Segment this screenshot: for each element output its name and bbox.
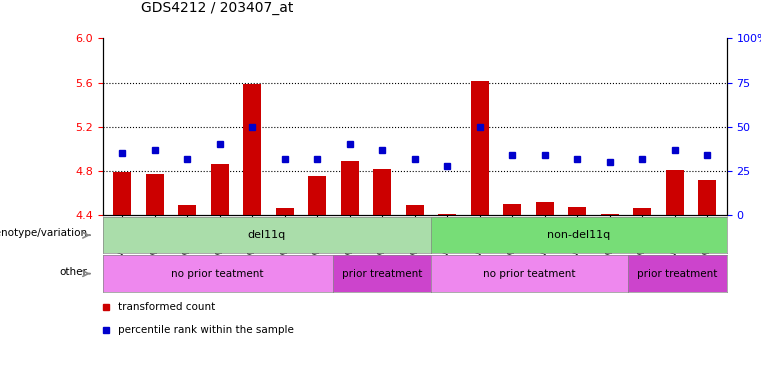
Bar	[503, 204, 521, 215]
Text: prior treatment: prior treatment	[342, 268, 422, 279]
Bar	[113, 172, 131, 215]
Text: GDS4212 / 203407_at: GDS4212 / 203407_at	[141, 2, 293, 15]
Bar	[341, 161, 358, 215]
Bar	[666, 170, 683, 215]
Text: non-del11q: non-del11q	[547, 230, 610, 240]
Bar	[633, 209, 651, 215]
Bar	[275, 209, 294, 215]
Bar	[308, 176, 326, 215]
Bar	[601, 214, 619, 215]
Bar	[211, 164, 228, 215]
Bar	[536, 202, 554, 215]
Bar	[438, 214, 456, 215]
Bar	[699, 180, 716, 215]
Text: transformed count: transformed count	[119, 302, 215, 312]
Text: del11q: del11q	[248, 230, 286, 240]
Bar	[146, 174, 164, 215]
Bar	[374, 169, 391, 215]
Bar	[568, 207, 586, 215]
Text: genotype/variation: genotype/variation	[0, 228, 87, 238]
Bar	[178, 205, 196, 215]
Bar	[406, 205, 424, 215]
Bar	[471, 81, 489, 215]
Bar	[244, 84, 261, 215]
Text: other: other	[59, 267, 87, 277]
Text: no prior teatment: no prior teatment	[171, 268, 264, 279]
Text: no prior teatment: no prior teatment	[483, 268, 576, 279]
Text: prior treatment: prior treatment	[637, 268, 718, 279]
Text: percentile rank within the sample: percentile rank within the sample	[119, 325, 295, 335]
